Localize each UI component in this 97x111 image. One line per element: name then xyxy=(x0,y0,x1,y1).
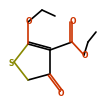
Text: O: O xyxy=(70,17,76,26)
Text: S: S xyxy=(8,58,14,67)
Text: O: O xyxy=(26,18,32,27)
Text: O: O xyxy=(82,51,88,59)
Text: O: O xyxy=(58,88,64,97)
